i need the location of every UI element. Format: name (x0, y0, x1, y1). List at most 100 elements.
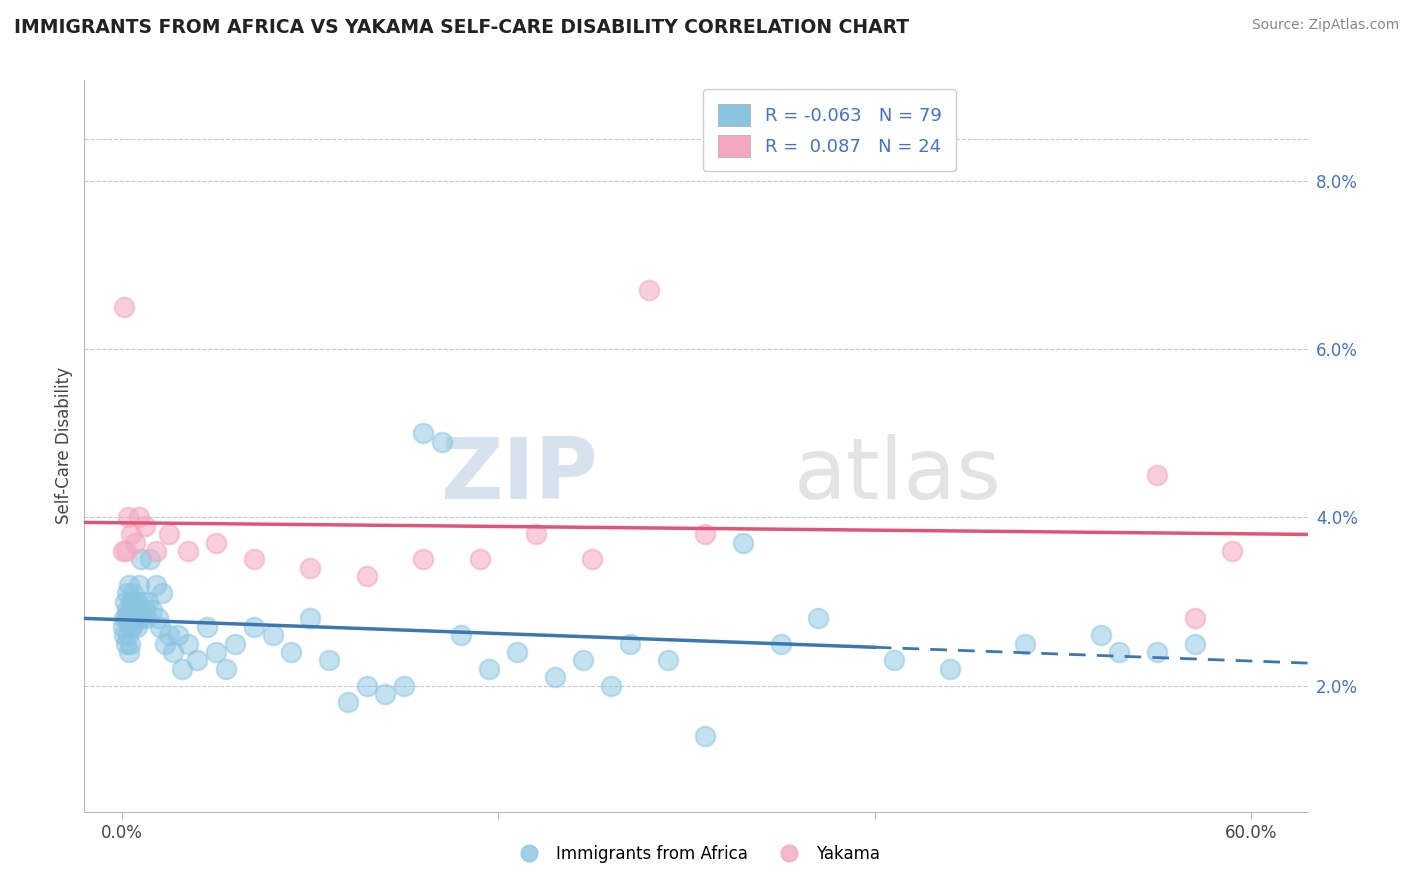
Point (115, 603, 138, 617)
Text: ZIP: ZIP (440, 434, 598, 516)
Point (145, 544, 167, 558)
Point (177, 636, 200, 650)
Point (600, 679, 623, 693)
Point (412, 426, 434, 441)
Text: Source: ZipAtlas.com: Source: ZipAtlas.com (1251, 18, 1399, 32)
Point (695, 527, 717, 541)
Point (394, 679, 416, 693)
Point (544, 670, 567, 684)
Point (117, 628, 139, 642)
Point (731, 535, 754, 549)
Point (214, 662, 236, 676)
Point (125, 594, 148, 608)
Point (356, 569, 378, 583)
Point (638, 284, 661, 298)
Text: atlas: atlas (794, 434, 1002, 516)
Point (135, 611, 157, 625)
Point (1184, 636, 1206, 650)
Point (112, 628, 135, 642)
Point (807, 611, 830, 625)
Point (356, 679, 378, 693)
Point (1184, 611, 1206, 625)
Point (138, 594, 160, 608)
Point (205, 535, 228, 549)
Point (262, 628, 284, 642)
Point (141, 603, 163, 617)
Point (118, 603, 141, 617)
Point (299, 611, 322, 625)
Point (149, 620, 172, 634)
Point (769, 636, 792, 650)
Point (122, 586, 145, 600)
Point (114, 636, 136, 650)
Point (299, 561, 322, 575)
Y-axis label: Self-Care Disability: Self-Care Disability (55, 368, 73, 524)
Point (177, 544, 200, 558)
Point (157, 527, 180, 541)
Point (111, 544, 134, 558)
Point (412, 552, 434, 566)
Point (129, 611, 152, 625)
Point (134, 519, 156, 533)
Point (120, 594, 142, 608)
Legend: Immigrants from Africa, Yakama: Immigrants from Africa, Yakama (506, 838, 886, 869)
Point (118, 620, 141, 634)
Point (114, 611, 136, 625)
Point (468, 552, 491, 566)
Point (117, 611, 139, 625)
Point (280, 645, 302, 659)
Point (146, 611, 169, 625)
Point (117, 645, 139, 659)
Point (114, 594, 136, 608)
Point (131, 594, 153, 608)
Point (162, 645, 184, 659)
Point (134, 603, 156, 617)
Point (128, 510, 150, 524)
Point (111, 620, 134, 634)
Point (124, 611, 146, 625)
Point (120, 636, 142, 650)
Point (657, 653, 679, 667)
Point (224, 636, 246, 650)
Point (121, 620, 143, 634)
Point (695, 729, 717, 743)
Point (883, 653, 905, 667)
Point (125, 620, 148, 634)
Point (1146, 468, 1168, 483)
Point (122, 594, 145, 608)
Point (572, 653, 595, 667)
Point (120, 611, 142, 625)
Point (450, 628, 472, 642)
Point (430, 434, 453, 449)
Point (124, 535, 146, 549)
Point (114, 544, 136, 558)
Point (1108, 645, 1130, 659)
Point (150, 586, 173, 600)
Point (336, 695, 359, 709)
Point (619, 636, 641, 650)
Text: IMMIGRANTS FROM AFRICA VS YAKAMA SELF-CARE DISABILITY CORRELATION CHART: IMMIGRANTS FROM AFRICA VS YAKAMA SELF-CA… (14, 18, 910, 37)
Point (478, 662, 501, 676)
Point (318, 653, 340, 667)
Point (167, 628, 190, 642)
Point (120, 527, 142, 541)
Point (155, 636, 177, 650)
Point (1090, 628, 1112, 642)
Point (112, 300, 135, 314)
Point (172, 662, 194, 676)
Point (524, 527, 547, 541)
Point (581, 552, 603, 566)
Point (124, 603, 146, 617)
Point (145, 578, 167, 592)
Point (129, 552, 152, 566)
Point (205, 645, 228, 659)
Point (1146, 645, 1168, 659)
Point (374, 687, 396, 701)
Point (242, 552, 264, 566)
Point (117, 510, 139, 524)
Point (195, 620, 218, 634)
Point (117, 578, 139, 592)
Point (242, 620, 264, 634)
Point (1220, 544, 1243, 558)
Point (506, 645, 529, 659)
